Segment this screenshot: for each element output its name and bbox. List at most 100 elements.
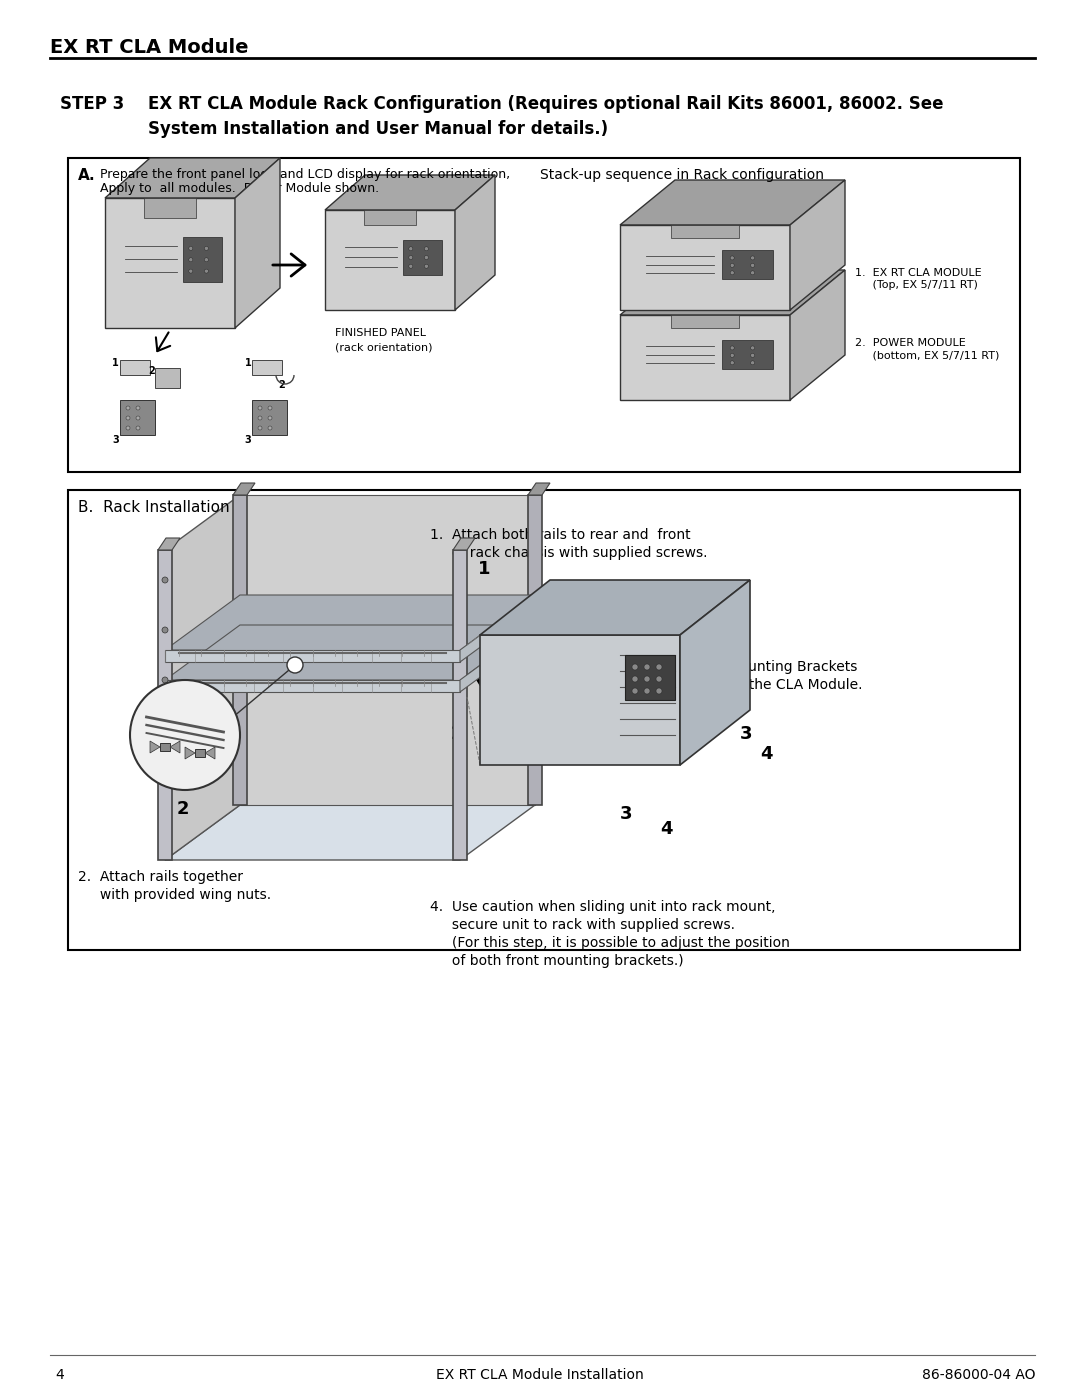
Text: 3: 3 bbox=[740, 725, 753, 743]
Polygon shape bbox=[680, 580, 750, 766]
Polygon shape bbox=[460, 624, 535, 692]
Text: 1: 1 bbox=[112, 358, 119, 367]
Polygon shape bbox=[170, 740, 180, 753]
Bar bbox=[183, 237, 222, 282]
Circle shape bbox=[126, 426, 130, 430]
Text: 2.  Attach rails together: 2. Attach rails together bbox=[78, 870, 243, 884]
Circle shape bbox=[424, 264, 429, 268]
Circle shape bbox=[644, 687, 650, 694]
Text: 2.  POWER MODULE: 2. POWER MODULE bbox=[855, 338, 966, 348]
Text: 1.  Attach both rails to rear and  front: 1. Attach both rails to rear and front bbox=[430, 528, 690, 542]
Polygon shape bbox=[105, 158, 280, 198]
Text: 4: 4 bbox=[760, 745, 772, 763]
Polygon shape bbox=[789, 270, 845, 400]
Circle shape bbox=[632, 664, 638, 671]
Circle shape bbox=[162, 627, 168, 633]
Circle shape bbox=[268, 426, 272, 430]
Polygon shape bbox=[453, 538, 475, 550]
Circle shape bbox=[204, 270, 208, 274]
Circle shape bbox=[644, 664, 650, 671]
Text: 1: 1 bbox=[245, 358, 252, 367]
Circle shape bbox=[258, 416, 262, 420]
Polygon shape bbox=[165, 805, 535, 861]
Polygon shape bbox=[671, 314, 739, 328]
Circle shape bbox=[730, 353, 734, 358]
Polygon shape bbox=[460, 595, 535, 662]
Circle shape bbox=[126, 407, 130, 409]
Bar bbox=[723, 250, 773, 279]
Text: 2: 2 bbox=[278, 380, 285, 390]
Text: of rack chassis with supplied screws.: of rack chassis with supplied screws. bbox=[430, 546, 707, 560]
Circle shape bbox=[189, 270, 193, 274]
Polygon shape bbox=[325, 210, 455, 310]
Polygon shape bbox=[105, 198, 235, 328]
Text: with provided wing nuts.: with provided wing nuts. bbox=[78, 888, 271, 902]
Bar bbox=[252, 400, 287, 434]
Text: (For this step, it is possible to adjust the position: (For this step, it is possible to adjust… bbox=[430, 936, 789, 950]
Text: 2: 2 bbox=[148, 366, 154, 376]
Circle shape bbox=[730, 256, 734, 260]
Polygon shape bbox=[165, 624, 535, 680]
Bar bbox=[120, 360, 150, 374]
Polygon shape bbox=[789, 180, 845, 310]
Bar bbox=[252, 360, 282, 374]
Bar bbox=[68, 158, 1020, 472]
Bar bbox=[160, 743, 170, 752]
Text: 86-86000-04 AO: 86-86000-04 AO bbox=[921, 1368, 1035, 1382]
Circle shape bbox=[730, 346, 734, 349]
Polygon shape bbox=[158, 550, 172, 861]
Text: A.: A. bbox=[78, 168, 96, 183]
Text: 3: 3 bbox=[112, 434, 119, 446]
Circle shape bbox=[644, 676, 650, 682]
Text: EX RT CLA Module Installation: EX RT CLA Module Installation bbox=[436, 1368, 644, 1382]
Circle shape bbox=[136, 407, 140, 409]
Circle shape bbox=[258, 407, 262, 409]
Circle shape bbox=[632, 676, 638, 682]
Polygon shape bbox=[233, 483, 255, 495]
Circle shape bbox=[130, 680, 240, 789]
Circle shape bbox=[189, 246, 193, 250]
Circle shape bbox=[656, 664, 662, 671]
Text: FINISHED PANEL: FINISHED PANEL bbox=[335, 328, 426, 338]
Text: 1.  EX RT CLA MODULE: 1. EX RT CLA MODULE bbox=[855, 268, 982, 278]
Text: secure unit to rack with supplied screws.: secure unit to rack with supplied screws… bbox=[430, 918, 735, 932]
Bar bbox=[625, 655, 675, 700]
Circle shape bbox=[162, 726, 168, 733]
Circle shape bbox=[424, 247, 429, 250]
Bar bbox=[120, 400, 156, 434]
Circle shape bbox=[409, 264, 413, 268]
Circle shape bbox=[287, 657, 303, 673]
Polygon shape bbox=[235, 158, 280, 328]
Circle shape bbox=[162, 577, 168, 583]
Text: 1: 1 bbox=[450, 725, 462, 743]
Polygon shape bbox=[480, 636, 680, 766]
Text: to each side of the CLA Module.: to each side of the CLA Module. bbox=[620, 678, 863, 692]
Polygon shape bbox=[364, 210, 416, 225]
Bar bbox=[403, 240, 442, 275]
Text: 2: 2 bbox=[177, 800, 189, 819]
Circle shape bbox=[730, 271, 734, 275]
Circle shape bbox=[162, 678, 168, 683]
Polygon shape bbox=[325, 175, 495, 210]
Circle shape bbox=[751, 264, 755, 267]
Circle shape bbox=[204, 246, 208, 250]
Circle shape bbox=[632, 687, 638, 694]
Polygon shape bbox=[165, 595, 535, 650]
Polygon shape bbox=[455, 175, 495, 310]
Text: B.  Rack Installation: B. Rack Installation bbox=[78, 500, 230, 515]
Polygon shape bbox=[528, 483, 550, 495]
Circle shape bbox=[656, 676, 662, 682]
Circle shape bbox=[730, 264, 734, 267]
Polygon shape bbox=[240, 495, 535, 805]
Circle shape bbox=[258, 426, 262, 430]
Text: EX RT CLA Module Rack Configuration (Requires optional Rail Kits 86001, 86002. S: EX RT CLA Module Rack Configuration (Req… bbox=[148, 95, 944, 113]
Polygon shape bbox=[233, 495, 247, 805]
Circle shape bbox=[136, 416, 140, 420]
Text: Stack-up sequence in Rack configuration: Stack-up sequence in Rack configuration bbox=[540, 168, 824, 182]
Circle shape bbox=[751, 256, 755, 260]
Polygon shape bbox=[620, 225, 789, 310]
Circle shape bbox=[751, 360, 755, 365]
Text: 3: 3 bbox=[620, 805, 633, 823]
Text: 1: 1 bbox=[478, 560, 490, 578]
Polygon shape bbox=[620, 270, 845, 314]
